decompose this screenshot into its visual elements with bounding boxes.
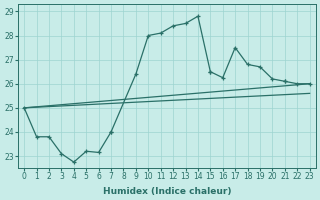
X-axis label: Humidex (Indice chaleur): Humidex (Indice chaleur)	[103, 187, 231, 196]
